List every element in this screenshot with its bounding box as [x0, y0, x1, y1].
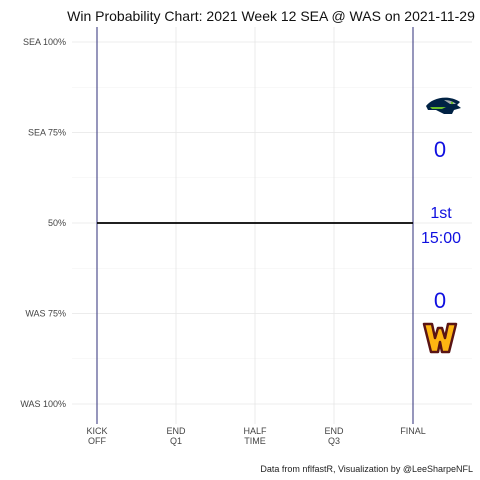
y-tick-label-3: WAS 75% [25, 309, 66, 319]
x-tick-label-3-line2: Q3 [328, 436, 340, 446]
home-score: 0 [434, 288, 446, 313]
x-tick-label-0-line2: OFF [88, 436, 106, 446]
x-tick-label-1-line1: END [166, 426, 186, 436]
x-tick-label-1-line2: Q1 [170, 436, 182, 446]
x-tick-label-2-line2: TIME [244, 436, 266, 446]
clock-time: 15:00 [421, 230, 461, 247]
y-tick-label-0: SEA 100% [23, 37, 66, 47]
x-tick-label-2-line1: HALF [243, 426, 267, 436]
chart-caption: Data from nflfastR, Visualization by @Le… [260, 464, 473, 474]
y-tick-label-2: 50% [48, 218, 66, 228]
away-score: 0 [434, 137, 446, 162]
washington-w-logo [422, 322, 458, 354]
y-tick-label-1: SEA 75% [28, 128, 66, 138]
grid-lines [72, 27, 472, 424]
x-tick-label-3-line1: END [324, 426, 344, 436]
x-tick-label-4-line1: FINAL [400, 426, 426, 436]
chart-title: Win Probability Chart: 2021 Week 12 SEA … [67, 8, 475, 24]
seahawks-logo [426, 97, 461, 114]
clock-quarter: 1st [430, 205, 452, 222]
y-axis-ticks: SEA 100% SEA 75% 50% WAS 75% WAS 100% [20, 37, 66, 409]
reference-lines [96, 27, 414, 424]
y-tick-label-4: WAS 100% [20, 399, 66, 409]
x-tick-label-0-line1: KICK [86, 426, 107, 436]
